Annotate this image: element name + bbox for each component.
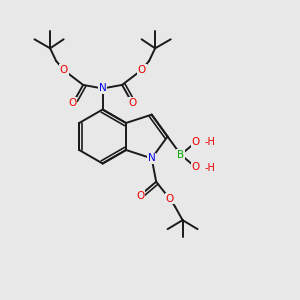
Text: B: B <box>177 150 184 160</box>
Text: O: O <box>192 162 200 172</box>
Text: N: N <box>148 153 156 163</box>
Text: -H: -H <box>204 163 215 173</box>
Text: -H: -H <box>204 136 215 146</box>
Text: O: O <box>129 98 137 108</box>
Text: O: O <box>136 191 144 201</box>
Text: O: O <box>68 98 76 108</box>
Text: N: N <box>99 83 106 94</box>
Text: O: O <box>166 194 174 203</box>
Text: O: O <box>59 65 68 75</box>
Text: O: O <box>137 65 146 75</box>
Text: O: O <box>192 137 200 147</box>
